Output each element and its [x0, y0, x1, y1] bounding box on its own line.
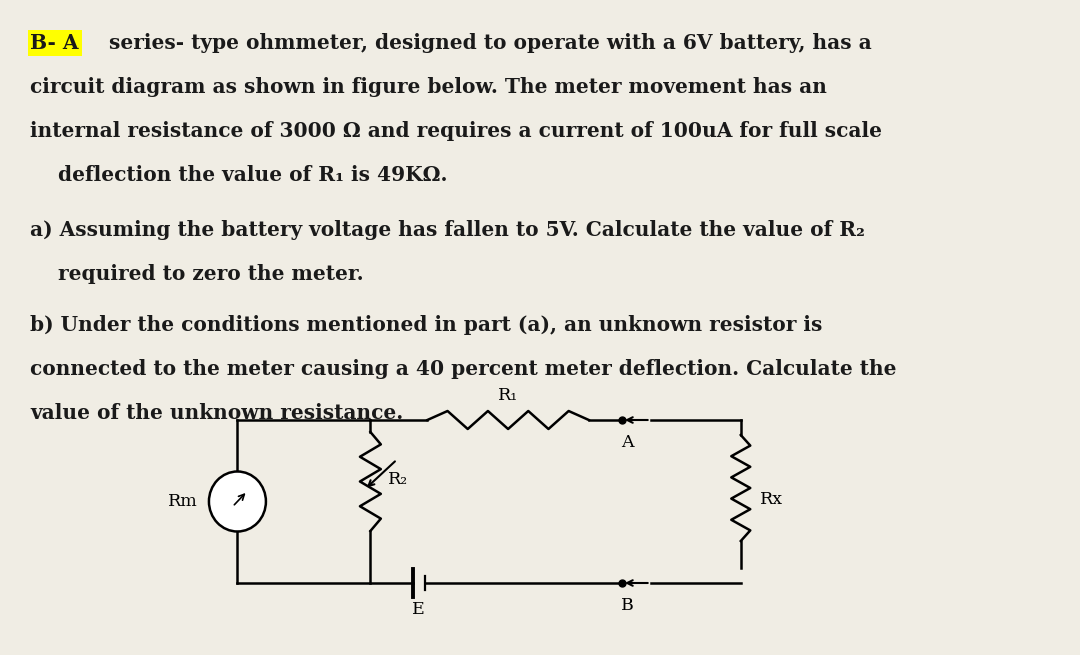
Text: B- A: B- A [30, 33, 79, 53]
Text: Rx: Rx [759, 491, 783, 508]
Text: deflection the value of R₁ is 49KΩ.: deflection the value of R₁ is 49KΩ. [30, 165, 448, 185]
Text: R₁: R₁ [498, 387, 518, 404]
Circle shape [208, 472, 266, 531]
Text: E: E [413, 601, 426, 618]
Text: A: A [621, 434, 634, 451]
Text: B: B [621, 597, 634, 614]
Text: connected to the meter causing a 40 percent meter deflection. Calculate the: connected to the meter causing a 40 perc… [30, 358, 896, 379]
Text: Rm: Rm [167, 493, 198, 510]
Text: value of the unknown resistance.: value of the unknown resistance. [30, 403, 404, 422]
Text: internal resistance of 3000 Ω and requires a current of 100uA for full scale: internal resistance of 3000 Ω and requir… [30, 121, 882, 141]
Text: a) Assuming the battery voltage has fallen to 5V. Calculate the value of R₂: a) Assuming the battery voltage has fall… [30, 220, 865, 240]
Text: R₂: R₂ [388, 472, 407, 489]
Text: b) Under the conditions mentioned in part (a), an unknown resistor is: b) Under the conditions mentioned in par… [30, 314, 823, 335]
Text: required to zero the meter.: required to zero the meter. [30, 264, 364, 284]
Text: series- type ohmmeter, designed to operate with a 6V battery, has a: series- type ohmmeter, designed to opera… [102, 33, 872, 53]
Text: circuit diagram as shown in figure below. The meter movement has an: circuit diagram as shown in figure below… [30, 77, 827, 97]
